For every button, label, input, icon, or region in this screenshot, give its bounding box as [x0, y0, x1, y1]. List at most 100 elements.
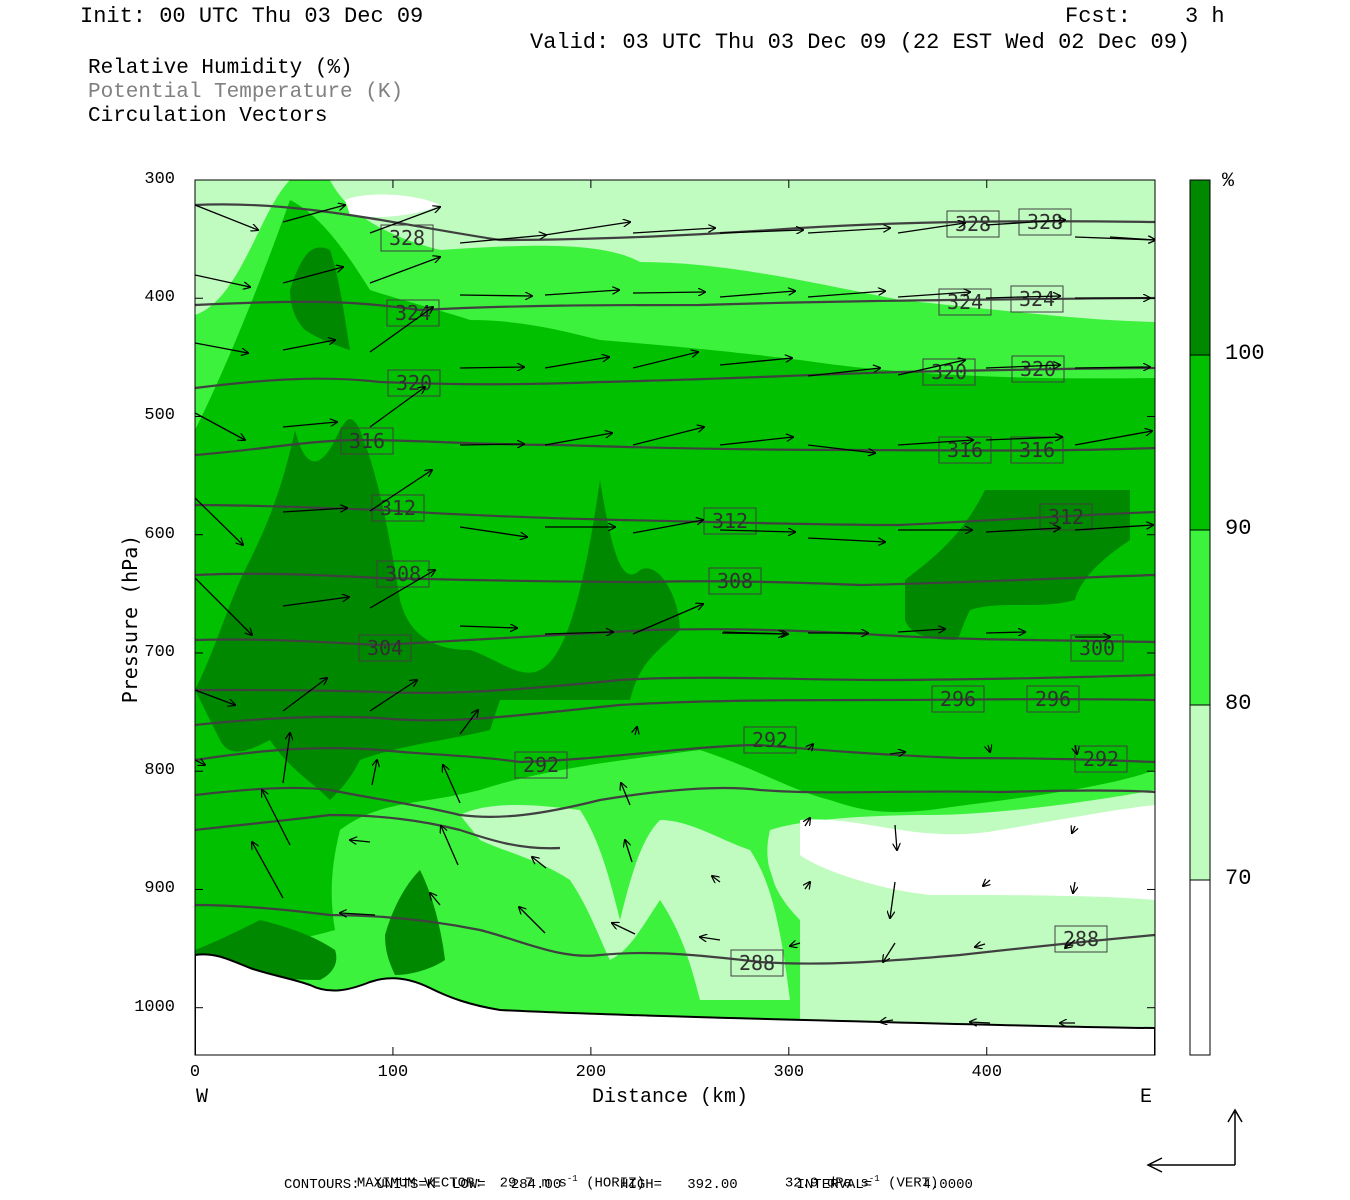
wind-vector	[722, 632, 788, 634]
theta-label-288: 288	[730, 949, 784, 977]
rh-below-70-region-top	[345, 194, 440, 217]
wind-vector	[195, 689, 235, 705]
y-tick-label: 300	[144, 170, 175, 189]
theta-324-line	[195, 296, 1155, 312]
theta-label-text: 312	[380, 496, 416, 520]
wind-vector	[195, 760, 205, 765]
init-time: Init: 00 UTC Thu 03 Dec 09	[80, 4, 424, 29]
y-tick-label: 800	[144, 761, 175, 781]
colorbar-label: 70	[1225, 866, 1252, 891]
forecast-hours: 3 h	[1185, 4, 1225, 29]
wind-vector	[807, 537, 885, 542]
wind-vector	[807, 228, 890, 234]
wind-vector	[712, 876, 721, 882]
wind-vector	[632, 604, 703, 635]
wind-vector	[612, 923, 636, 935]
horiz-label: (HORIZ)	[577, 1175, 645, 1192]
wind-vector	[252, 842, 284, 899]
theta-label-text: 304	[367, 636, 403, 660]
wind-vector	[544, 357, 609, 369]
theta-label-324: 324	[1010, 285, 1064, 313]
wind-vector	[632, 292, 705, 293]
wind-vector	[519, 907, 546, 934]
wind-vector	[897, 360, 965, 376]
wind-vector	[1074, 525, 1153, 531]
x-axis-west-label: W	[196, 1086, 209, 1109]
wind-vector	[282, 508, 347, 513]
wind-vector	[1075, 744, 1077, 754]
wind-vector	[369, 257, 440, 284]
theta-label-292: 292	[514, 751, 568, 779]
max-vector-horiz-value: MAXIMUM VECTOR: 29.7 m s	[356, 1175, 567, 1192]
wind-vector	[805, 882, 810, 889]
wind-vector	[880, 1020, 894, 1022]
y-tick-label: 400	[144, 288, 175, 308]
colorbar-label: 100	[1225, 341, 1265, 366]
legend-rh: Relative Humidity (%)	[88, 57, 353, 80]
theta-label-296: 296	[931, 685, 985, 713]
wind-vector	[282, 205, 345, 223]
valid-time: Valid: 03 UTC Thu 03 Dec 09 (22 EST Wed …	[530, 30, 1191, 55]
wind-vector	[369, 680, 417, 712]
colorbar-90-band	[1189, 354, 1211, 531]
y-tick-label: 500	[144, 406, 175, 426]
theta-label-text: 296	[940, 687, 976, 711]
wind-vector	[719, 230, 803, 233]
wind-vector	[459, 444, 524, 445]
colorbar-label: 90	[1225, 516, 1252, 541]
wind-vector	[632, 352, 698, 369]
wind-vector	[970, 1022, 991, 1023]
wind-vector	[807, 444, 875, 453]
wind-vector	[195, 497, 243, 545]
wind-vector	[1074, 431, 1152, 446]
theta-300-line	[195, 673, 1155, 694]
wind-vector	[369, 570, 435, 609]
max-vector-vert-value: 32.9 dPa s	[784, 1175, 869, 1192]
wind-vector	[262, 790, 291, 846]
wind-vector	[459, 526, 527, 537]
vert-label: (VERT)	[879, 1175, 939, 1192]
wind-vector	[544, 632, 613, 634]
wind-vector	[889, 752, 905, 754]
theta-label-292: 292	[1074, 745, 1128, 773]
theta-label-308: 308	[708, 567, 762, 595]
y-tick-label: 900	[144, 879, 175, 899]
wind-vector	[719, 437, 793, 446]
theta-label-text: 316	[1019, 438, 1055, 462]
rh-above-100-region-upper	[290, 247, 350, 350]
wind-vector	[632, 520, 703, 534]
wind-vector	[985, 296, 1060, 298]
theta-label-text: 316	[349, 429, 385, 453]
wind-vector	[195, 342, 248, 353]
wind-vector	[430, 893, 441, 906]
theta-label-text: 320	[1020, 357, 1056, 381]
reference-vector-icon	[1146, 1108, 1243, 1173]
wind-vector	[544, 433, 612, 446]
wind-vector	[369, 470, 432, 512]
rh-70-80-lower-patch	[460, 805, 790, 1000]
wind-vector	[897, 223, 965, 234]
theta-label-328: 328	[380, 224, 434, 252]
rh-above-100-region-east	[905, 490, 1130, 640]
wind-vector	[195, 412, 245, 440]
wind-vector	[897, 292, 970, 298]
colorbar-70-band	[1189, 704, 1211, 881]
wind-vector	[621, 783, 631, 806]
wind-vector	[897, 629, 945, 632]
wind-vector	[985, 437, 1062, 440]
theta-292-line	[195, 743, 1155, 764]
wind-vector	[719, 530, 795, 532]
wind-vector	[1109, 237, 1155, 240]
wind-vector	[895, 824, 897, 850]
colorbar	[1189, 179, 1211, 1056]
theta-label-text: 308	[385, 562, 421, 586]
theta-label-text: 288	[1063, 927, 1099, 951]
theta-label-text: 320	[396, 371, 432, 395]
theta-286-line	[195, 813, 561, 850]
theta-label-316: 316	[1010, 436, 1064, 464]
wind-vector	[369, 307, 433, 353]
x-axis-ticks	[194, 180, 988, 1055]
wind-vector	[282, 422, 337, 428]
theta-label-text: 312	[712, 509, 748, 533]
wind-vector	[195, 577, 252, 635]
